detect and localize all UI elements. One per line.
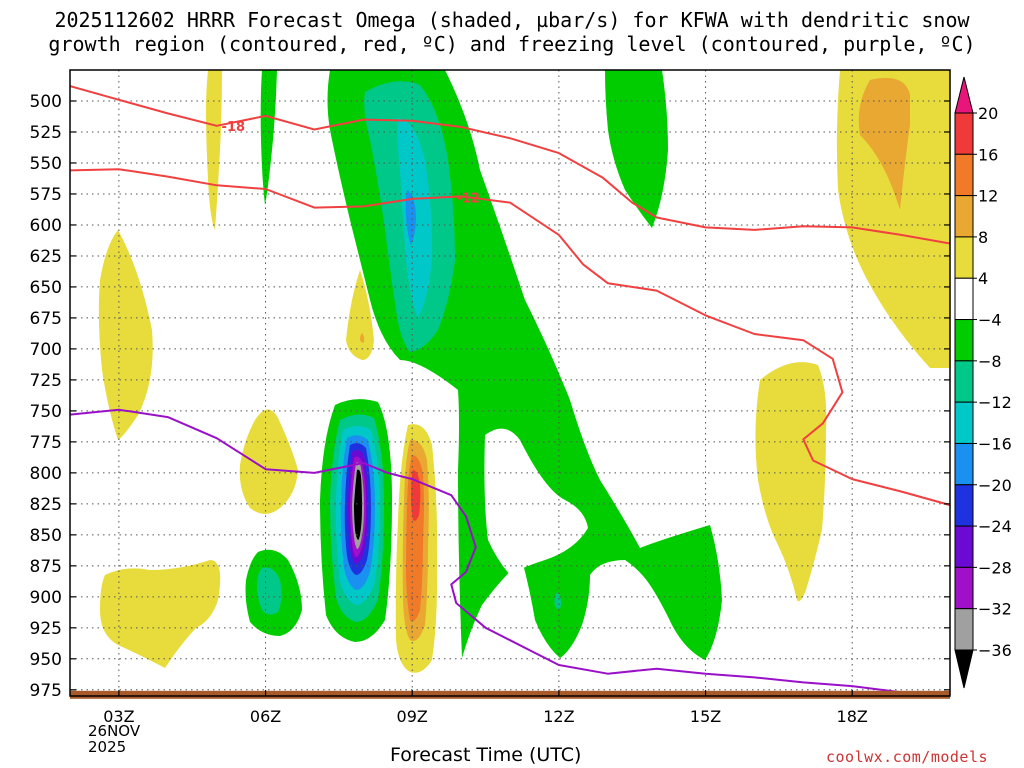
colorbar-label: 4 — [978, 269, 988, 288]
y-tick-label: 525 — [30, 123, 62, 143]
y-tick-label: 775 — [30, 433, 62, 453]
x-axis-title: Forecast Time (UTC) — [390, 744, 582, 766]
y-tick-label: 725 — [30, 371, 62, 391]
y-tick-label: 650 — [30, 278, 62, 298]
x-tick-label: 15Z — [690, 707, 721, 726]
contour-label: -12 — [456, 192, 480, 207]
y-tick-label: 625 — [30, 247, 62, 267]
y-tick-label: 875 — [30, 557, 62, 577]
y-tick-label: 925 — [30, 619, 62, 639]
x-tick-label: 03Z — [103, 707, 134, 726]
colorbar-bin — [954, 277, 974, 321]
chart-title-line-2: growth region (contoured, red, ºC) and f… — [48, 32, 976, 56]
chart-title-line-1: 2025112602 HRRR Forecast Omega (shaded, … — [54, 8, 970, 32]
rising-air-streak-05z — [206, 70, 222, 230]
colorbar-bin — [954, 360, 974, 403]
y-tick-label: 700 — [30, 340, 62, 360]
contour-labels: -18 -12 — [222, 120, 480, 207]
colorbar-bin — [954, 195, 974, 238]
y-tick-label: 675 — [30, 309, 62, 329]
y-tick-label: 500 — [30, 92, 62, 112]
colorbar-bin — [954, 608, 974, 651]
colorbar-label: 12 — [978, 187, 998, 206]
grid — [70, 70, 950, 696]
colorbar-bottom-arrow — [954, 649, 974, 689]
colorbar-label: −16 — [978, 434, 1012, 453]
sinking-plume-right — [605, 70, 668, 228]
x-tick-label: 09Z — [397, 707, 428, 726]
colorbar-label: −24 — [978, 517, 1012, 536]
colorbar-bin — [954, 442, 974, 486]
colorbar-bin — [954, 319, 974, 362]
rising-air-patch-08z — [346, 270, 374, 360]
colorbar-label: −32 — [978, 600, 1012, 619]
colorbar-bin — [954, 566, 974, 610]
colorbar-label: 8 — [978, 228, 988, 247]
sinking-streak-06z — [260, 70, 277, 205]
y-tick-label: 900 — [30, 588, 62, 608]
colorbar: 20 16 12 8 4 −4 −8 −12 −16 −20 −24 −28 −32 −36 — [954, 76, 1012, 689]
y-tick-label: 850 — [30, 526, 62, 546]
colorbar-bin — [954, 525, 974, 568]
contour-freezing-0c — [70, 408, 936, 696]
y-tick-label: 800 — [30, 464, 62, 484]
rising-air-patch-17z — [755, 362, 827, 602]
x-tick-label: 18Z — [837, 707, 868, 726]
y-axis: 500 525 550 575 600 625 650 675 700 725 750 775 800 8… — [30, 92, 950, 701]
credit-text: coolwx.com/models — [826, 748, 989, 766]
colorbar-label: −12 — [978, 393, 1012, 412]
ground-surface — [70, 690, 950, 699]
neutral-gap — [484, 428, 588, 575]
colorbar-label: −4 — [978, 311, 1002, 330]
y-tick-label: 550 — [30, 154, 62, 174]
colorbar-label: −8 — [978, 352, 1002, 371]
y-tick-label: 975 — [30, 681, 62, 701]
rising-air-patch-06z — [239, 409, 298, 514]
sinking-core-center — [405, 190, 416, 245]
contour-dgz-12c — [70, 168, 950, 507]
rising-air-region-upper-right — [836, 70, 950, 368]
colorbar-label: 20 — [978, 104, 998, 123]
contour-lines — [70, 85, 950, 696]
omega-shading — [98, 70, 950, 673]
x-tick-label: 06Z — [250, 707, 281, 726]
x-tick-label: 12Z — [543, 707, 574, 726]
contour-dgz-18c — [70, 85, 950, 245]
colorbar-bin — [954, 484, 974, 527]
y-tick-label: 600 — [30, 216, 62, 236]
x-axis: 03Z 06Z 09Z 12Z 15Z 18Z — [103, 690, 868, 726]
colorbar-bin — [954, 153, 974, 197]
rising-air-core-upper-right — [858, 77, 910, 210]
y-tick-label: 750 — [30, 402, 62, 422]
colorbar-bin — [954, 401, 974, 444]
rising-air-patch-left-lower — [100, 560, 221, 668]
colorbar-label: −20 — [978, 476, 1012, 495]
plot-frame — [69, 69, 951, 697]
colorbar-top-arrow — [954, 76, 974, 114]
y-tick-label: 950 — [30, 650, 62, 670]
rising-air-patch-left-upper — [98, 230, 153, 440]
contour-label: -18 — [222, 120, 246, 135]
date-label-year: 2025 — [88, 738, 127, 756]
date-label-day: 26NOV — [88, 722, 141, 740]
colorbar-bin — [954, 236, 974, 279]
y-tick-label: 575 — [30, 185, 62, 205]
y-tick-label: 825 — [30, 495, 62, 515]
colorbar-label: 16 — [978, 145, 998, 164]
colorbar-bin — [954, 112, 974, 155]
colorbar-label: −36 — [978, 641, 1012, 660]
colorbar-label: −28 — [978, 558, 1012, 577]
